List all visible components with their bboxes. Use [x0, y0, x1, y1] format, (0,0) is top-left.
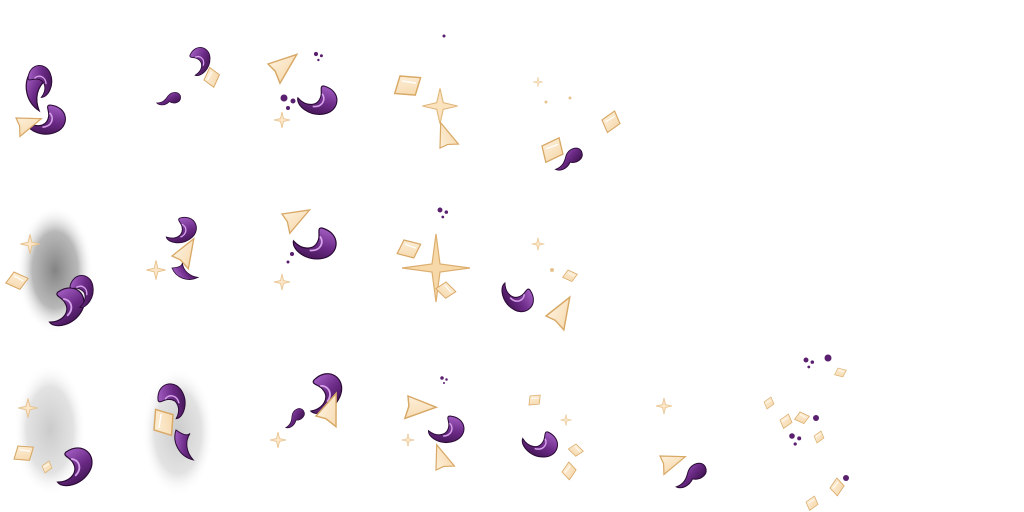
frame-r3-c5: [520, 390, 585, 482]
drop-shadow: [17, 206, 93, 334]
frame-r1-c1: [9, 60, 72, 144]
frame-r2-c5: [495, 237, 581, 335]
frame-r2-c2: [145, 212, 204, 286]
frame-r1-c4: [388, 34, 464, 155]
frame-r1-c2: [156, 45, 224, 106]
drop-shadow: [14, 364, 86, 496]
frame-r3-c6: [653, 397, 710, 490]
frame-r3-c3: [269, 370, 352, 449]
frame-r1-c3: [267, 51, 342, 129]
frame-r2-c3: [273, 204, 342, 291]
frame-r3-c4: [394, 376, 470, 477]
frame-r3-c2: [142, 368, 214, 496]
frame-r1-c5: [532, 76, 621, 173]
frame-r3-c7: [763, 354, 849, 511]
frame-r2-c4: [392, 207, 471, 303]
frame-r2-c1: [2, 206, 100, 334]
frame-r3-c1: [9, 364, 98, 496]
